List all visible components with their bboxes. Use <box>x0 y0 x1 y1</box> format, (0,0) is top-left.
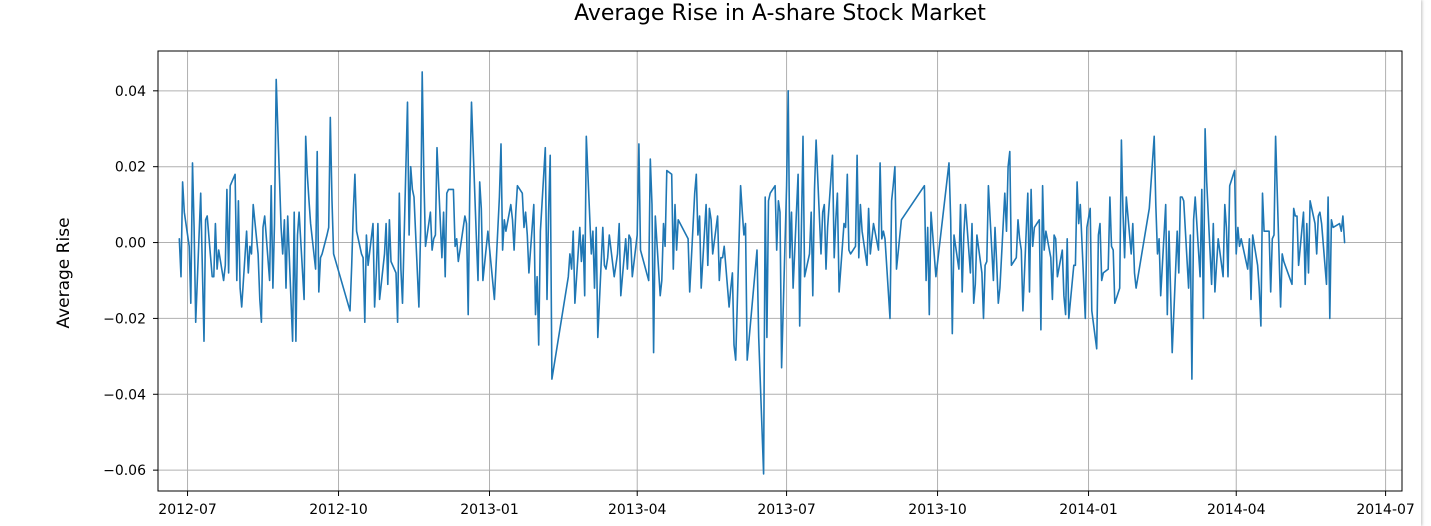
x-tick-label: 2014-01 <box>1059 502 1118 518</box>
plot-area-frame <box>157 50 1403 492</box>
ticks-layer: 2012-07 2012-10 2013-01 2013-04 2013-07 2013-… <box>103 84 1415 518</box>
y-tick-label: 0.00 <box>115 236 146 252</box>
chart-title: Average Rise in A-share Stock Market <box>574 1 986 26</box>
x-tick-label: 2012-07 <box>158 502 217 518</box>
series-layer <box>178 71 1346 475</box>
x-tick-label: 2013-04 <box>608 502 667 518</box>
x-tick-label: 2013-10 <box>908 502 967 518</box>
y-tick-label: −0.04 <box>103 387 146 403</box>
x-tick-label: 2012-10 <box>309 502 368 518</box>
x-tick-label: 2014-04 <box>1207 502 1266 518</box>
y-tick-label: 0.02 <box>115 160 146 176</box>
y-tick-label: 0.04 <box>115 84 146 100</box>
y-tick-label: −0.02 <box>103 311 146 327</box>
x-tick-label: 2013-01 <box>460 502 519 518</box>
x-tick-label: 2014-07 <box>1356 502 1415 518</box>
x-tick-label: 2013-07 <box>757 502 816 518</box>
series-line-average-rise <box>178 71 1346 475</box>
y-tick-label: −0.06 <box>103 463 146 479</box>
